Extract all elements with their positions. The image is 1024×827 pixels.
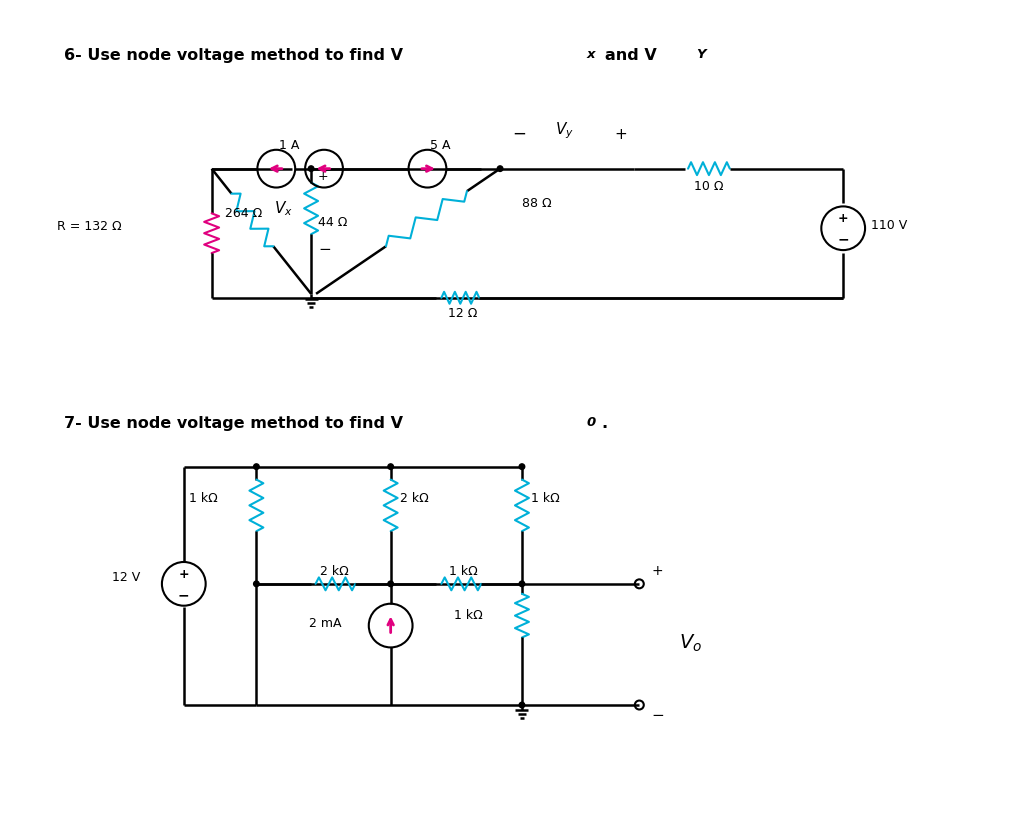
Text: 2 kΩ: 2 kΩ: [319, 564, 348, 577]
Text: −: −: [651, 707, 664, 722]
Text: Y: Y: [696, 49, 706, 61]
Text: 2 mA: 2 mA: [309, 616, 342, 629]
Text: 2 kΩ: 2 kΩ: [399, 492, 428, 504]
Text: and V: and V: [605, 49, 657, 64]
Text: +: +: [614, 127, 627, 141]
Text: 1 kΩ: 1 kΩ: [188, 492, 217, 504]
Text: 1 kΩ: 1 kΩ: [530, 492, 560, 504]
Circle shape: [308, 167, 314, 172]
Text: 1 A: 1 A: [280, 139, 300, 151]
Text: R = 132 Ω: R = 132 Ω: [57, 220, 122, 233]
Text: $V_y$: $V_y$: [555, 120, 573, 141]
Text: 7- Use node voltage method to find V: 7- Use node voltage method to find V: [65, 415, 403, 431]
Text: −: −: [178, 588, 189, 601]
Circle shape: [519, 581, 524, 587]
Text: −: −: [838, 232, 849, 246]
Text: $V_x$: $V_x$: [274, 199, 293, 218]
Text: +: +: [651, 563, 663, 577]
Text: 12 Ω: 12 Ω: [449, 306, 478, 319]
Text: +: +: [318, 170, 329, 183]
Text: +: +: [178, 567, 189, 581]
Text: 0: 0: [587, 415, 596, 428]
Text: x: x: [587, 49, 595, 61]
Text: 10 Ω: 10 Ω: [694, 179, 724, 193]
Text: 44 Ω: 44 Ω: [318, 216, 347, 229]
Text: 6- Use node voltage method to find V: 6- Use node voltage method to find V: [65, 49, 403, 64]
Text: −: −: [318, 241, 331, 256]
Text: +: +: [838, 212, 849, 225]
Text: 110 V: 110 V: [871, 219, 907, 232]
Circle shape: [519, 702, 524, 708]
Text: 1 kΩ: 1 kΩ: [450, 564, 478, 577]
Text: 264 Ω: 264 Ω: [224, 207, 262, 220]
Circle shape: [388, 581, 393, 587]
Circle shape: [388, 464, 393, 470]
Text: 5 A: 5 A: [430, 139, 451, 151]
Text: −: −: [512, 125, 526, 143]
Text: 12 V: 12 V: [113, 570, 140, 583]
Text: 88 Ω: 88 Ω: [522, 197, 552, 210]
Text: $V_o$: $V_o$: [679, 632, 702, 653]
Circle shape: [519, 464, 524, 470]
Circle shape: [254, 581, 259, 587]
Circle shape: [498, 167, 503, 172]
Text: .: .: [601, 415, 607, 431]
Text: 1 kΩ: 1 kΩ: [455, 608, 483, 621]
Circle shape: [254, 464, 259, 470]
